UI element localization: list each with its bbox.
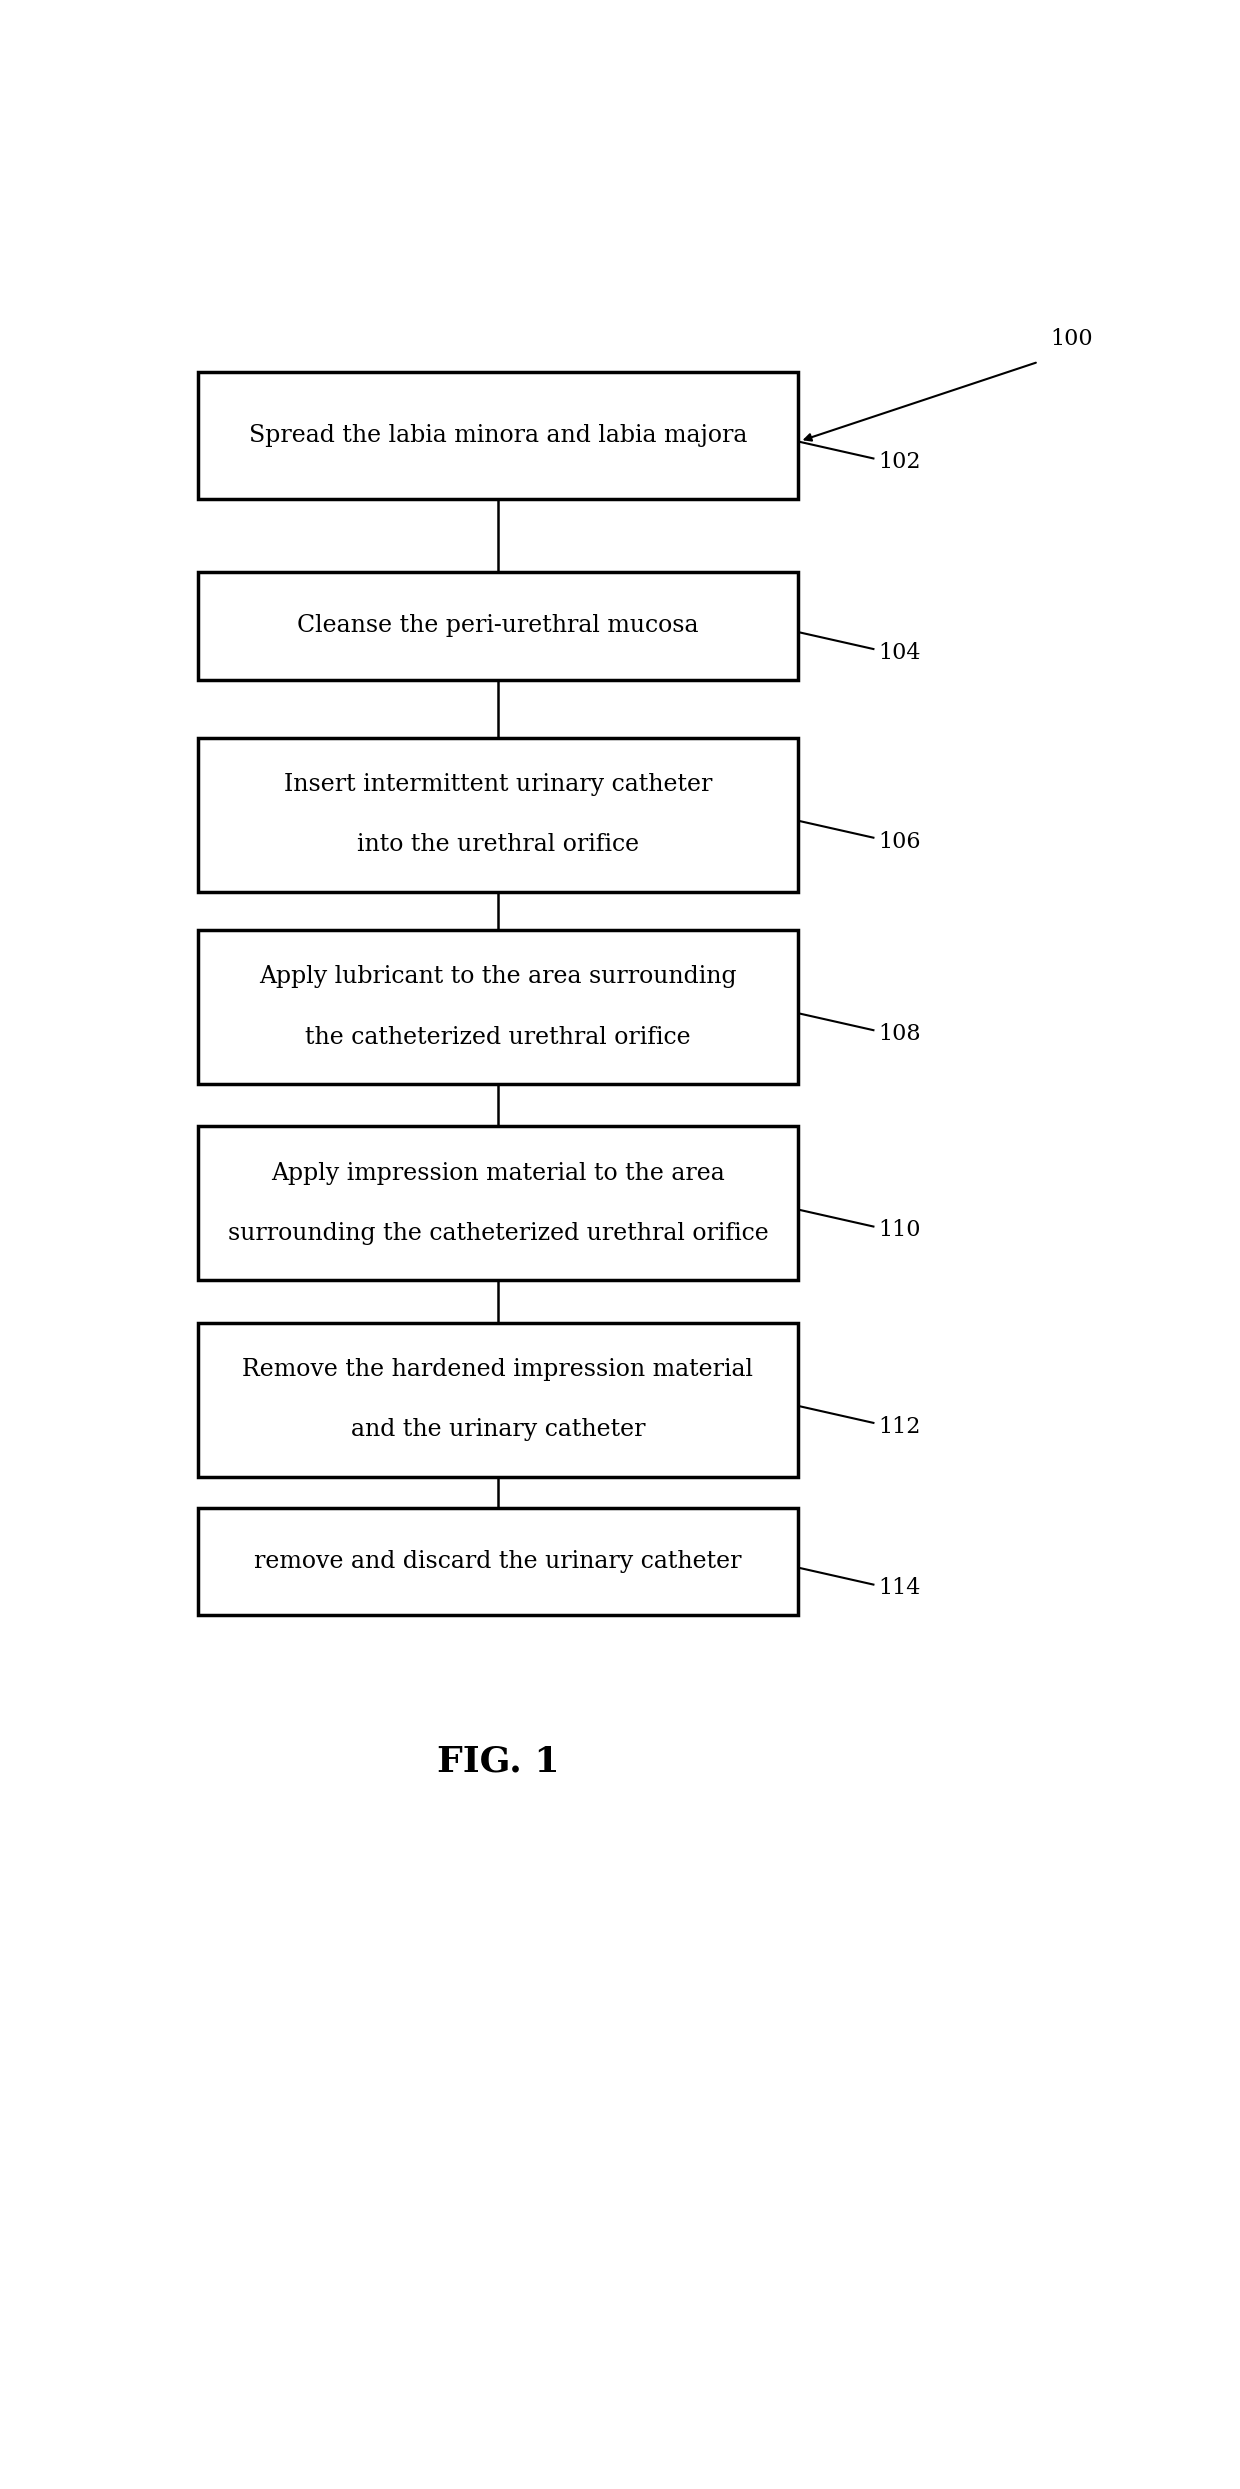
- Text: remove and discard the urinary catheter: remove and discard the urinary catheter: [254, 1551, 742, 1573]
- Text: Apply impression material to the area

surrounding the catheterized urethral ori: Apply impression material to the area su…: [228, 1162, 769, 1244]
- Text: 108: 108: [878, 1023, 920, 1045]
- Bar: [197, 737, 799, 891]
- Text: Remove the hardened impression material

and the urinary catheter: Remove the hardened impression material …: [243, 1359, 754, 1441]
- Bar: [197, 572, 799, 679]
- Bar: [197, 1322, 799, 1476]
- Bar: [197, 371, 799, 498]
- Text: Insert intermittent urinary catheter

into the urethral orifice: Insert intermittent urinary catheter int…: [284, 774, 712, 856]
- Text: Cleanse the peri-urethral mucosa: Cleanse the peri-urethral mucosa: [298, 615, 698, 637]
- Bar: [197, 931, 799, 1085]
- Text: 106: 106: [878, 831, 920, 854]
- Text: 114: 114: [878, 1578, 920, 1600]
- Text: FIG. 1: FIG. 1: [436, 1745, 559, 1780]
- Text: 102: 102: [878, 451, 920, 473]
- Text: 110: 110: [878, 1220, 920, 1242]
- Bar: [197, 1128, 799, 1279]
- Text: Spread the labia minora and labia majora: Spread the labia minora and labia majora: [249, 423, 748, 448]
- Text: 104: 104: [878, 642, 920, 665]
- Text: 112: 112: [878, 1416, 920, 1439]
- Text: Apply lubricant to the area surrounding

the catheterized urethral orifice: Apply lubricant to the area surrounding …: [259, 966, 737, 1048]
- Bar: [197, 1508, 799, 1615]
- Text: 100: 100: [1050, 329, 1092, 351]
